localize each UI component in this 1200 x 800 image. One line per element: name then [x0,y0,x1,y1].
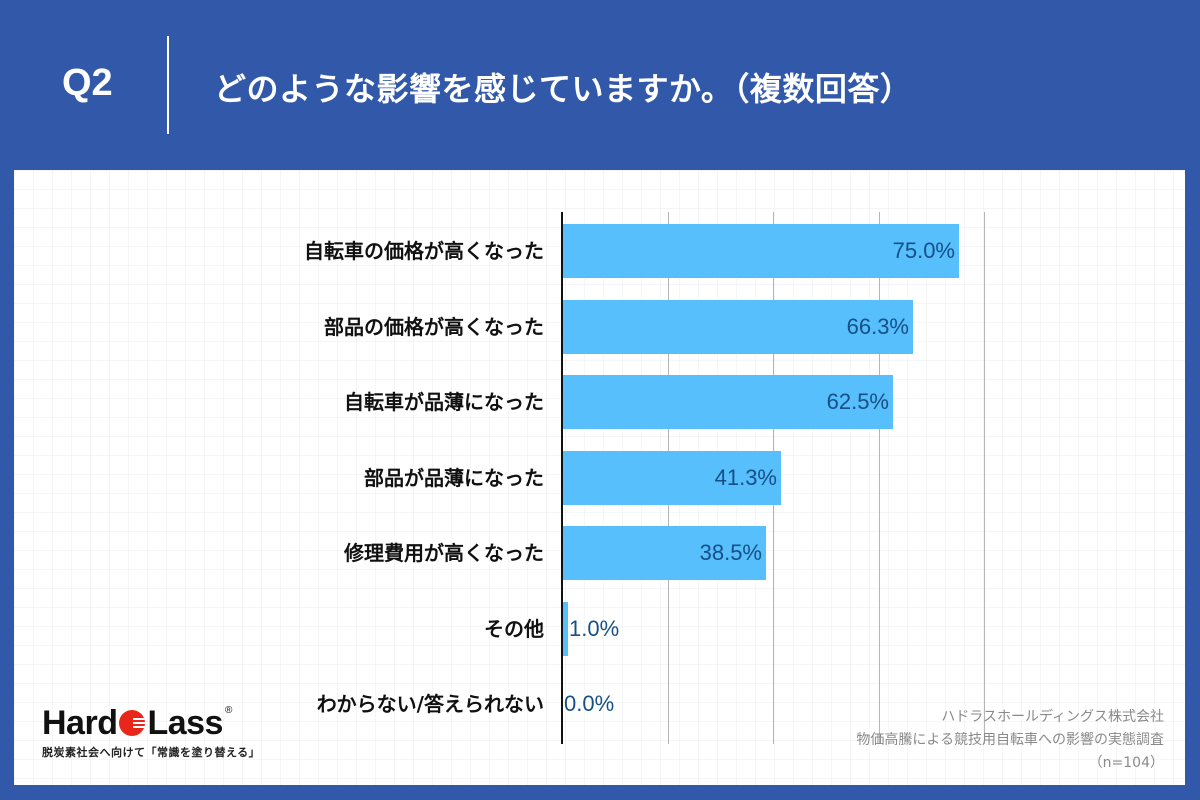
category-label: わからない/答えられない [316,692,544,716]
category-label: 自転車が品薄になった [344,390,544,414]
gridline [984,212,986,744]
y-axis-line [561,212,563,744]
bar [563,375,893,429]
logo-brand-left: Hard [42,704,118,742]
header: Q2 どのような影響を感じていますか。（複数回答） [0,0,1200,170]
bar [563,451,781,505]
bar-value-label: 41.3% [714,465,777,490]
source-company: ハドラスホールディングス株式会社 [941,709,1164,725]
source-survey: 物価高騰による競技用自転車への影響の実態調査 [856,732,1164,748]
logo-wordmark: Hard Lass ® [42,704,260,742]
hardlass-logo: Hard Lass ® 脱炭素社会へ向けて「常識を塗り替える」 [42,704,261,760]
bar [563,300,913,354]
question-title: どのような影響を感じていますか。（複数回答） [214,70,913,108]
bar [563,526,766,580]
source-note: ハドラスホールディングス株式会社 物価高騰による競技用自転車への影響の実態調査 … [856,706,1164,775]
bar-value-label: 38.5% [699,540,762,565]
logo-tagline: 脱炭素社会へ向けて「常識を塗り替える」 [42,746,261,759]
bar [563,602,568,656]
category-label: 部品の価格が高くなった [324,315,544,339]
bar-value-label: 62.5% [826,389,889,414]
category-label: 自転車の価格が高くなった [304,239,544,263]
bar-value-label: 0.0% [564,691,615,716]
bar-value-label: 75.0% [892,238,955,263]
registered-mark: ® [224,705,232,716]
bar [563,224,959,278]
category-label: 部品が品薄になった [364,466,544,490]
logo-brand-right: Lass [147,704,223,742]
bar-value-label: 66.3% [846,314,909,339]
header-divider [167,36,169,134]
gridline [878,212,880,744]
category-label: その他 [484,617,544,641]
category-label: 修理費用が高くなった [344,541,544,565]
source-sample-size: （n=104） [1088,755,1164,771]
logo-red-dot-icon [119,710,146,736]
bar-value-label: 1.0% [569,616,620,641]
question-number: Q2 [62,62,113,104]
